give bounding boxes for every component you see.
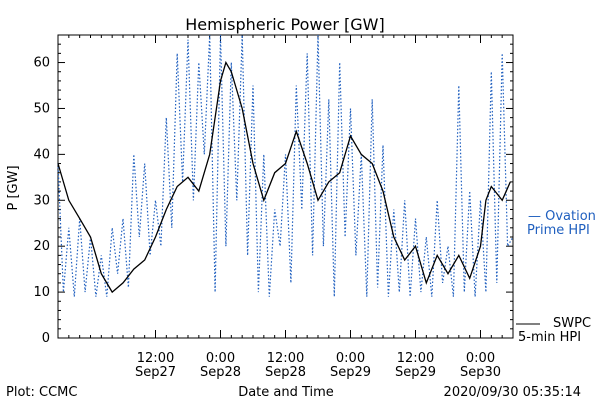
x-tick-label-date: Sep29 bbox=[330, 365, 371, 380]
x-tick-label-date: Sep27 bbox=[135, 365, 176, 380]
x-tick-label-date: Sep28 bbox=[265, 365, 306, 380]
x-tick-label-time: 12:00 bbox=[137, 351, 174, 366]
x-tick-label-time: 0:00 bbox=[466, 351, 495, 366]
y-axis-label: P [GW] bbox=[6, 165, 21, 210]
y-tick-label: 10 bbox=[33, 285, 50, 300]
chart-title: Hemispheric Power [GW] bbox=[185, 15, 384, 34]
x-tick-label-date: Sep29 bbox=[395, 365, 436, 380]
legend-ovation: — Ovation Prime HPI bbox=[527, 209, 596, 238]
y-tick-label: 30 bbox=[33, 193, 50, 208]
footer-timestamp: 2020/09/30 05:35:14 bbox=[444, 385, 581, 400]
plot-frame bbox=[57, 34, 514, 339]
legend-swpc: SWPC 5-min HPI bbox=[516, 316, 591, 345]
y-tick-label: 20 bbox=[33, 239, 50, 254]
y-tick-label: 0 bbox=[42, 331, 50, 346]
plot-border bbox=[57, 34, 514, 339]
series-line-ovation-prime bbox=[57, 34, 514, 297]
x-tick-label-date: Sep28 bbox=[200, 365, 241, 380]
x-axis: 12:00Sep270:00Sep2812:00Sep280:00Sep2912… bbox=[57, 35, 514, 380]
x-tick-label-time: 0:00 bbox=[336, 351, 365, 366]
y-tick-label: 40 bbox=[33, 147, 50, 162]
y-axis: 0 10 20 30 40 50 60 bbox=[33, 34, 513, 346]
x-tick-label-time: 0:00 bbox=[206, 351, 235, 366]
series-line-swpc bbox=[57, 60, 511, 294]
y-tick-label: 50 bbox=[33, 101, 50, 116]
legend-ovation-line2: Prime HPI bbox=[527, 223, 590, 238]
x-tick-label-time: 12:00 bbox=[397, 351, 434, 366]
footer-plot-source: Plot: CCMC bbox=[6, 385, 77, 400]
x-tick-label-time: 12:00 bbox=[267, 351, 304, 366]
x-tick-label-date: Sep30 bbox=[460, 365, 501, 380]
x-axis-label: Date and Time bbox=[238, 385, 334, 400]
series-layer bbox=[57, 34, 514, 297]
legend-swpc-line2: 5-min HPI bbox=[518, 330, 581, 345]
y-tick-label: 60 bbox=[33, 56, 50, 71]
legend-ovation-line1: — Ovation bbox=[528, 209, 596, 224]
legend-swpc-line1: SWPC bbox=[553, 316, 591, 331]
